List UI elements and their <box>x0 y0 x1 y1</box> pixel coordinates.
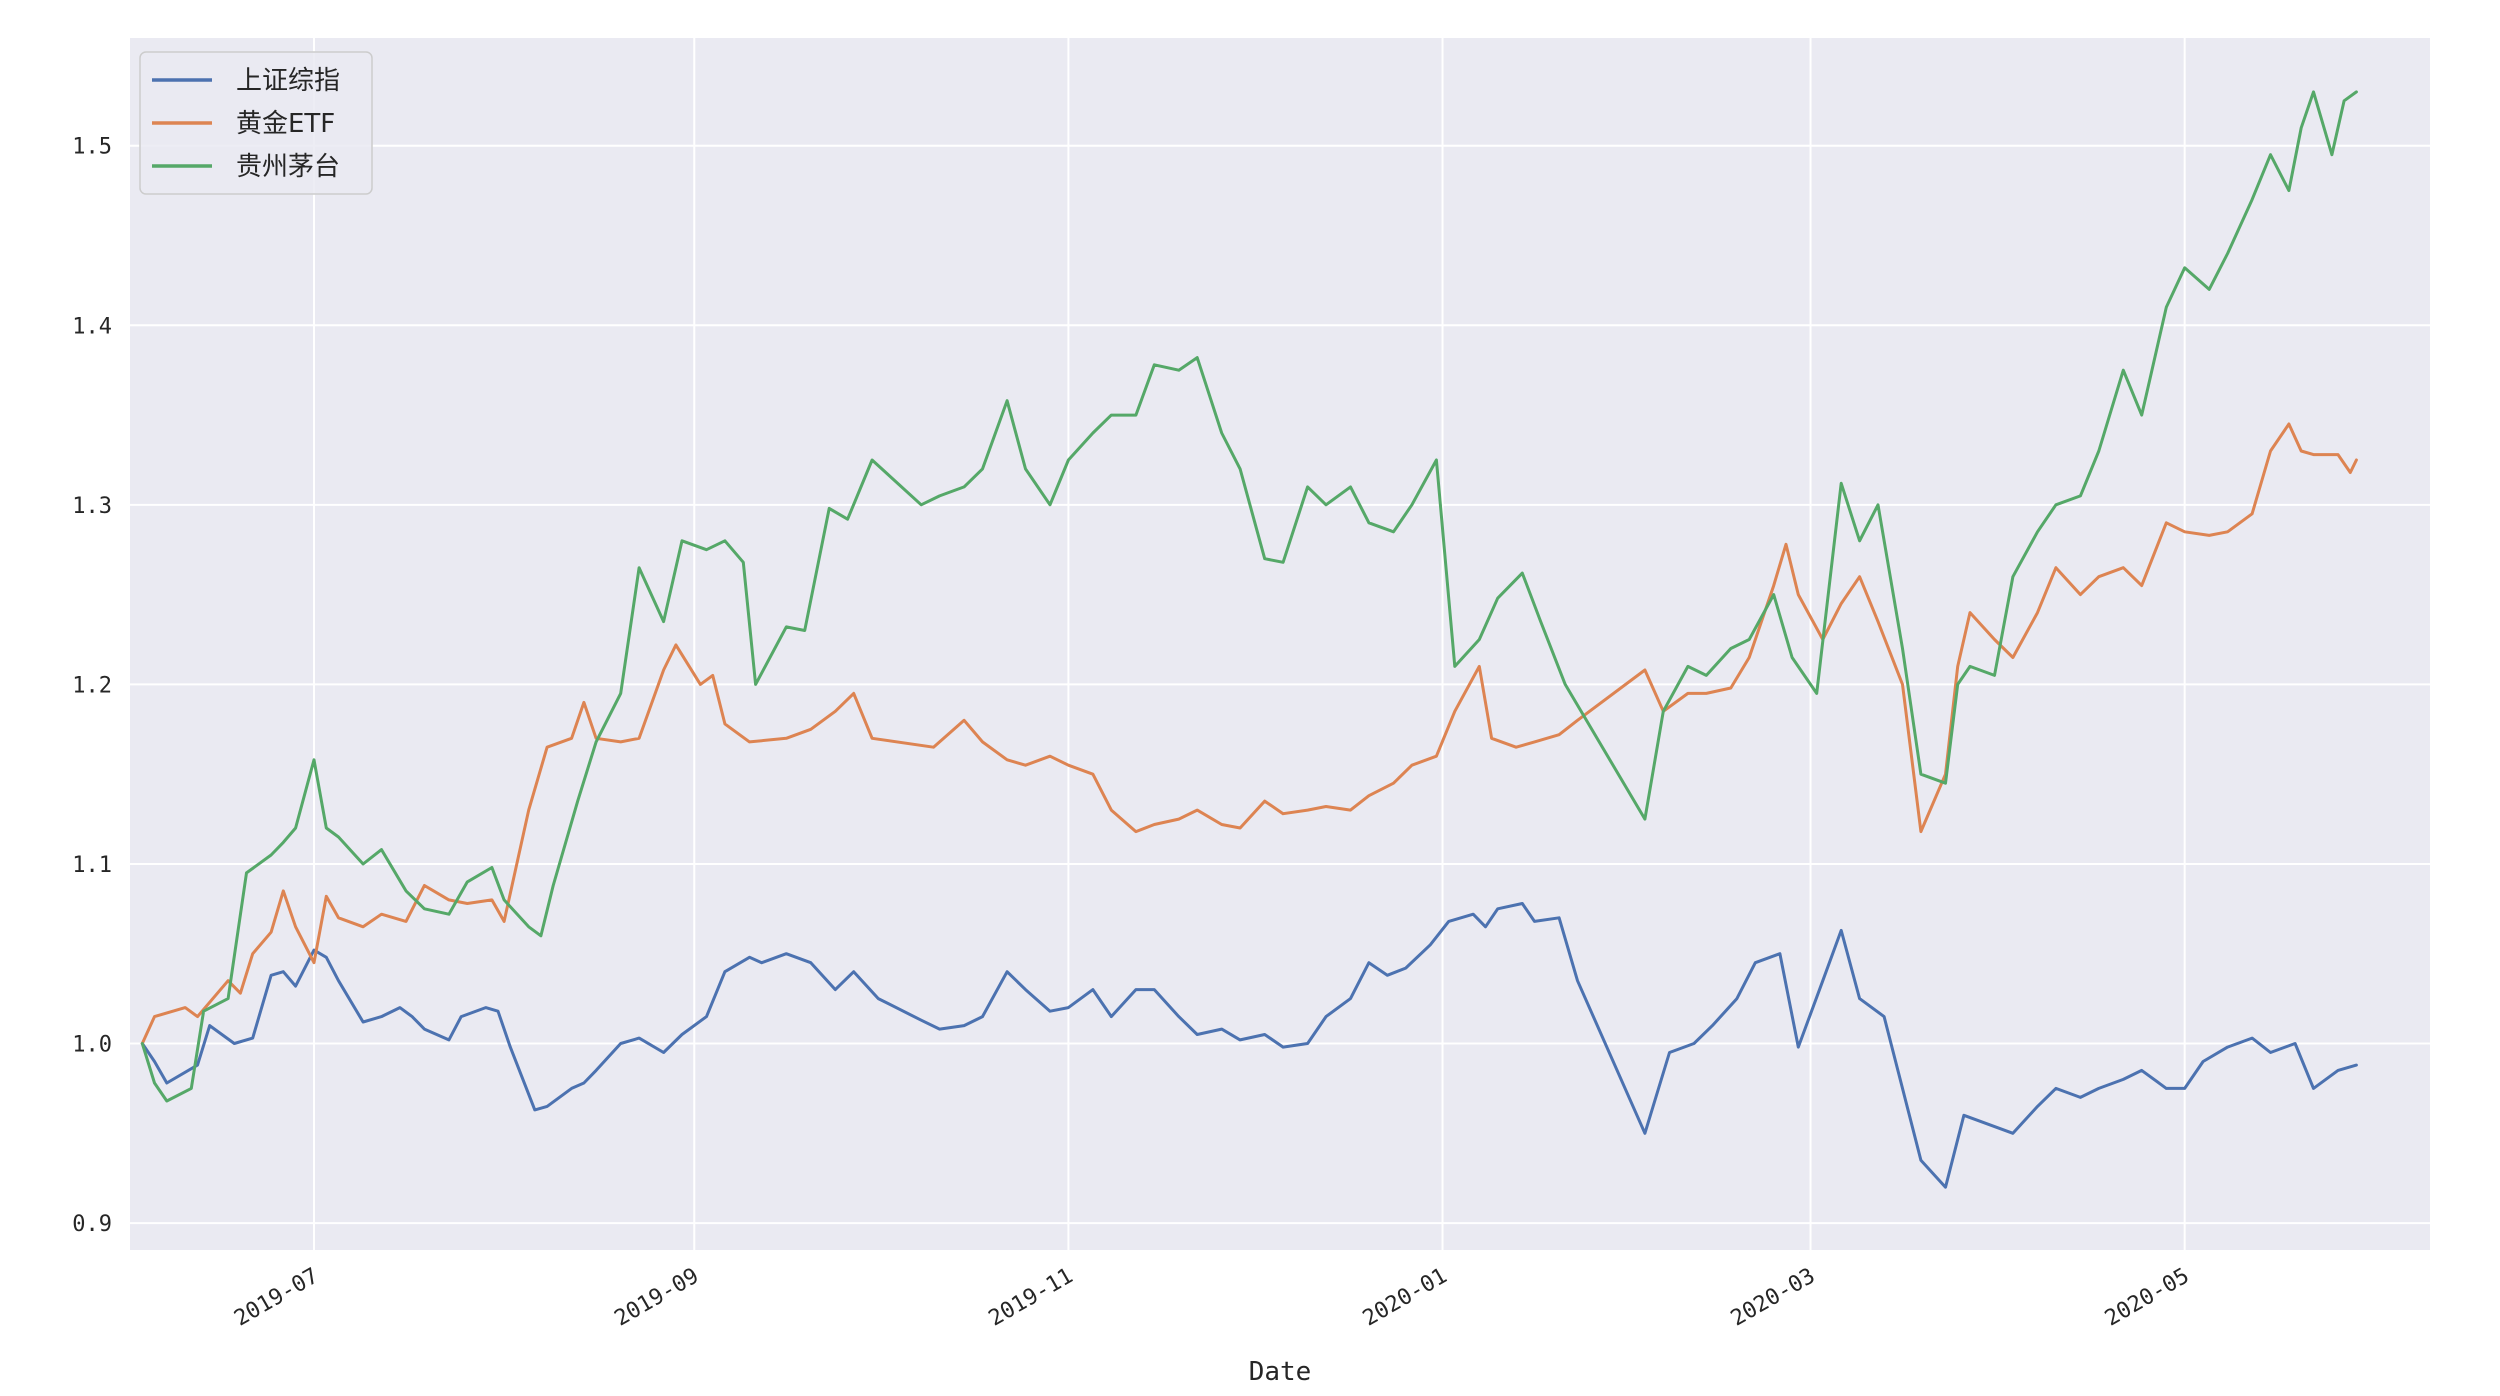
x-tick-label: 2020-03 <box>1727 1264 1820 1332</box>
x-tick-label: 2020-01 <box>1359 1264 1452 1332</box>
y-tick-label: 1.5 <box>72 135 112 160</box>
x-axis: 2019-07 2019-09 2019-11 2020-01 2020-03 2020-… <box>230 1264 2193 1332</box>
grid-lines <box>130 38 2430 1250</box>
y-tick-label: 1.1 <box>72 853 112 878</box>
legend-label-3: 贵州茅台 <box>236 152 340 182</box>
x-tick-label: 2020-05 <box>2101 1264 2194 1332</box>
y-tick-label: 1.2 <box>72 673 112 698</box>
series-line-1 <box>140 902 2358 1189</box>
legend-label-1: 上证综指 <box>236 66 340 96</box>
series-line-3 <box>140 90 2358 1103</box>
legend-box <box>139 51 373 195</box>
legend-label-2: 黄金ETF <box>236 109 335 139</box>
x-tick-label: 2019-11 <box>985 1264 1078 1332</box>
y-tick-label: 1.0 <box>72 1033 112 1058</box>
y-tick-label: 1.4 <box>72 314 112 339</box>
y-axis: 0.9 1.0 1.1 1.2 1.3 1.4 1.5 <box>72 135 112 1237</box>
x-tick-label: 2019-09 <box>610 1264 703 1332</box>
series-layer <box>140 90 2358 1189</box>
y-tick-label: 1.3 <box>72 494 112 519</box>
x-axis-label: Date <box>1249 1357 1312 1387</box>
plot-background <box>130 38 2430 1250</box>
x-tick-label: 2019-07 <box>230 1264 323 1332</box>
series-line-2 <box>140 422 2358 1045</box>
y-tick-label: 0.9 <box>72 1212 112 1237</box>
